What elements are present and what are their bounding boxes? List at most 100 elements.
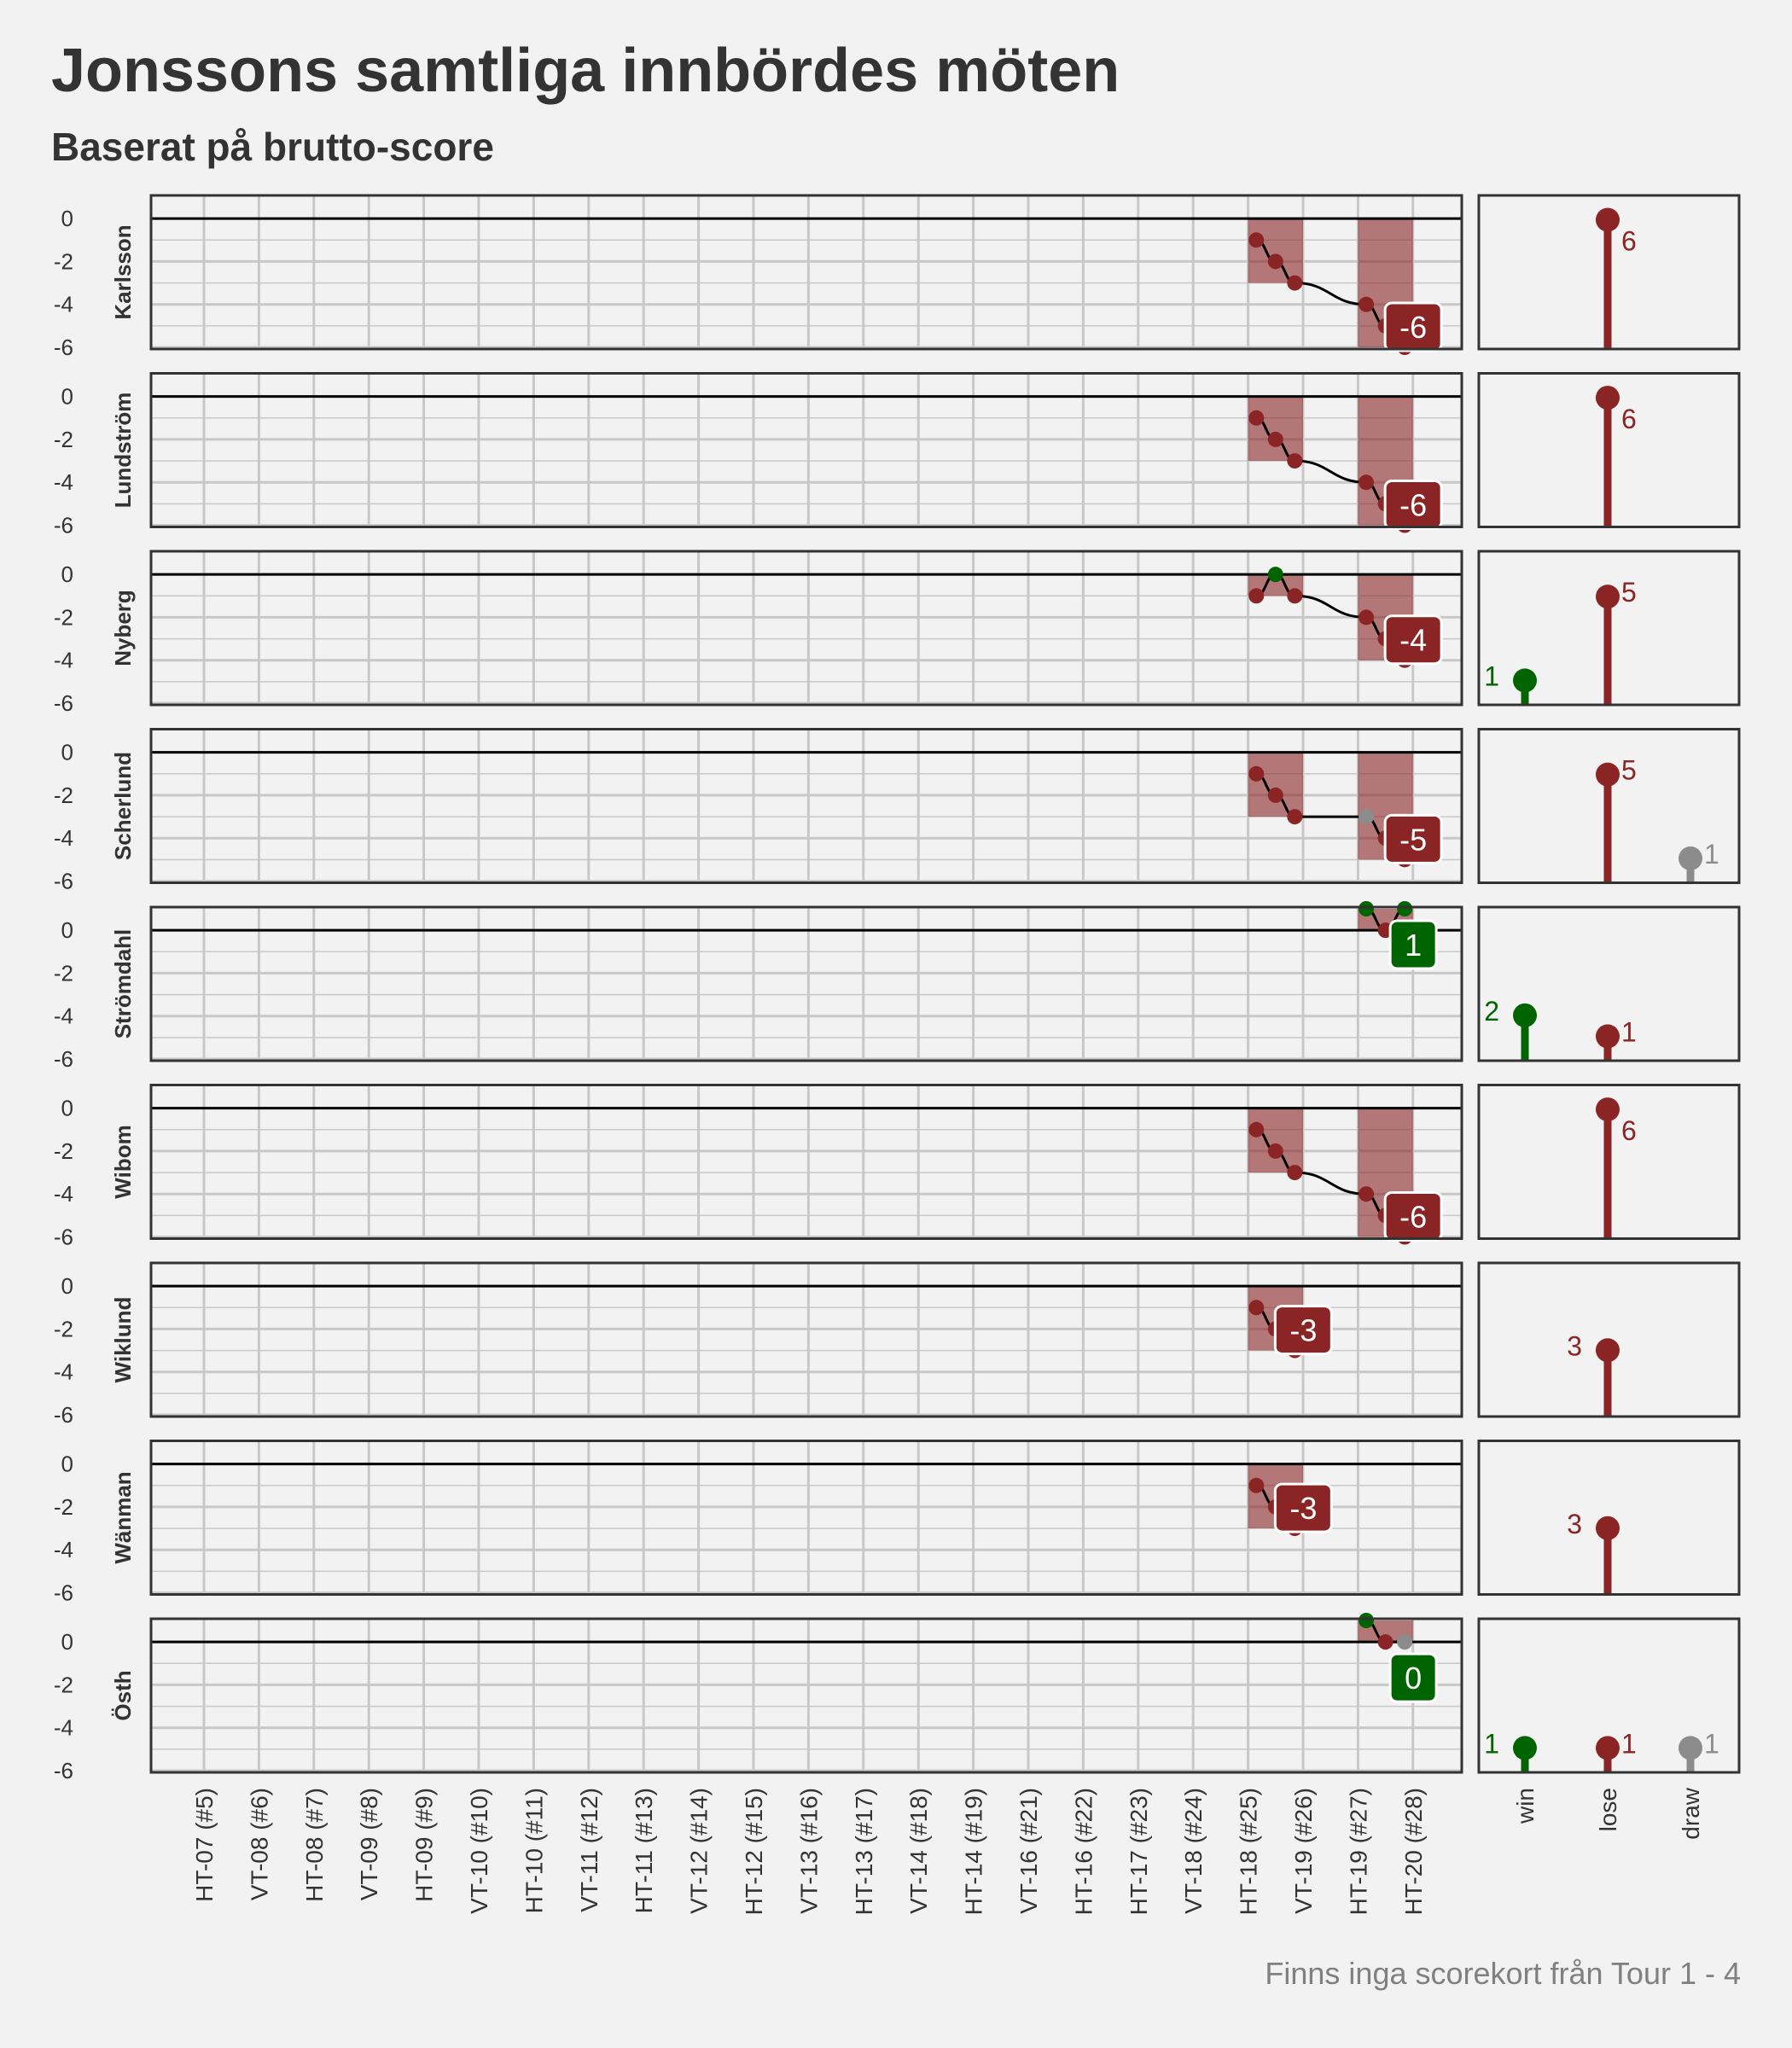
panel-2-final-label: -6 [1399,488,1427,523]
panel-8-y-tick-label: -4 [54,1537,73,1562]
outcome-tick-label: draw [1678,1787,1704,1839]
panel-9-final-label: 0 [1405,1661,1422,1696]
x-tick-label: HT-09 (#9) [411,1788,438,1902]
panel-8-point [1248,1477,1265,1493]
x-tick-label: HT-07 (#5) [191,1788,218,1902]
panel-8-facet-label: Wänman [110,1471,136,1563]
panel-2-point [1267,431,1283,447]
panel-2-y-tick-label: -2 [54,427,73,452]
chart-title: Jonssons samtliga innbördes möten [51,37,1120,105]
panel-1-facet-label: Karlsson [110,224,136,319]
panel-3-outcome-label: 5 [1621,577,1637,608]
panel-3-final-label: -4 [1399,623,1427,658]
x-tick-label: HT-08 (#7) [301,1788,328,1902]
panel-5-y-tick-label: -4 [54,1004,73,1029]
panel-7-y-tick-label: -4 [54,1359,73,1385]
panel-4-block-shade [1248,752,1303,817]
x-tick-label: VT-19 (#26) [1290,1788,1317,1914]
panel-8-outcome-label: 3 [1567,1509,1582,1539]
x-tick-label: HT-16 (#22) [1070,1788,1097,1915]
panel-6-point [1359,1186,1375,1202]
panel-3-point [1248,588,1265,604]
panel-1-point [1248,232,1265,248]
panel-1-block-shade [1248,218,1303,283]
panel-1-point [1287,275,1303,291]
panel-4-y-tick-label: -2 [54,783,73,808]
panel-2-point [1287,453,1303,469]
panel-3-point [1359,609,1375,625]
panel-4-point [1267,787,1283,803]
panel-9-frame [149,1617,1463,1774]
panel-6-outcome-point [1596,1097,1620,1122]
panel-2-frame [149,372,1463,528]
panel-4-outcome-point [1596,762,1620,787]
x-tick-label: HT-13 (#17) [851,1788,877,1915]
panel-2-outcome-label: 6 [1621,404,1637,434]
panel-4-outcome-point [1679,846,1702,870]
panel-7-outcome-point [1596,1338,1620,1363]
panel-6-side-frame [1477,1084,1741,1240]
panel-4-y-tick-label: -6 [54,869,73,894]
panel-3-point [1267,567,1283,583]
panel-4-outcome-label: 5 [1621,755,1637,786]
panel-7-final-label: -3 [1289,1313,1317,1348]
panel-7-final-label-box [1273,1305,1333,1356]
panel-8-side-frame [1477,1440,1741,1596]
panel-4-side-frame [1477,728,1741,884]
panel-9-outcome-label: 1 [1704,1728,1719,1759]
panel-5-outcome-label: 1 [1621,1016,1637,1047]
panel-2-y-tick-label: 0 [61,384,73,410]
panel-3-outcome-point [1513,668,1537,693]
panel-8-frame [149,1440,1463,1596]
panel-2-point [1248,410,1265,426]
panel-8-y-tick-label: 0 [61,1452,73,1477]
panel-4-facet-label: Scherlund [110,752,136,860]
x-tick-label: HT-19 (#27) [1345,1788,1371,1915]
x-tick-label: HT-17 (#23) [1126,1788,1152,1915]
panel-4-final-label: -5 [1399,822,1427,857]
panel-5-y-tick-label: -6 [54,1046,73,1072]
panel-1-final-label: -6 [1399,310,1427,345]
x-tick-label: VT-11 (#12) [576,1788,602,1912]
panel-8-final-label-box [1273,1482,1333,1533]
panel-5-final-label: 1 [1405,928,1422,963]
panel-9-y-tick-label: -2 [54,1672,73,1697]
panel-9-outcome-label: 1 [1484,1728,1499,1759]
panel-6-block-shade [1248,1108,1303,1173]
panel-5-point [1359,901,1375,916]
panel-9-facet-label: Östh [110,1670,136,1720]
panel-3-final-label-box [1383,614,1443,666]
panel-2-side-frame [1477,372,1741,528]
chart-caption: Finns inga scorekort från Tour 1 - 4 [1265,1956,1741,1991]
panel-1-frame [149,194,1463,351]
panel-5-point [1397,901,1413,916]
panel-6-final-label: -6 [1399,1200,1427,1235]
x-tick-label: VT-16 (#21) [1015,1788,1042,1914]
panel-9-y-tick-label: 0 [61,1629,73,1655]
x-tick-label: VT-09 (#8) [356,1788,382,1900]
x-tick-label: HT-18 (#25) [1236,1788,1262,1915]
panel-4-frame [149,728,1463,884]
panel-5-outcome-point [1596,1024,1620,1049]
x-tick-label: HT-12 (#15) [741,1788,767,1915]
panel-3-facet-label: Nyberg [110,590,136,666]
panel-6-outcome-label: 6 [1621,1115,1637,1146]
panel-9-point [1359,1613,1375,1628]
panel-2-final-label-box [1383,480,1443,530]
panel-2-y-tick-label: -4 [54,469,73,495]
panel-9-point [1377,1634,1393,1650]
panel-6-frame [149,1084,1463,1240]
panel-2-y-tick-label: -6 [54,513,73,538]
panel-5-y-tick-label: 0 [61,917,73,943]
x-tick-label: VT-10 (#10) [466,1788,492,1914]
panel-3-y-tick-label: -4 [54,648,73,673]
panel-5-outcome-point [1513,1003,1537,1027]
panel-6-y-tick-label: -4 [54,1181,73,1207]
panel-6-y-tick-label: -2 [54,1138,73,1164]
panel-4-outcome-label: 1 [1704,839,1719,870]
x-tick-label: HT-11 (#13) [631,1788,657,1913]
panel-1-y-tick-label: -2 [54,248,73,274]
x-tick-label: VT-13 (#16) [795,1788,822,1914]
panel-1-final-label-box [1383,301,1443,352]
